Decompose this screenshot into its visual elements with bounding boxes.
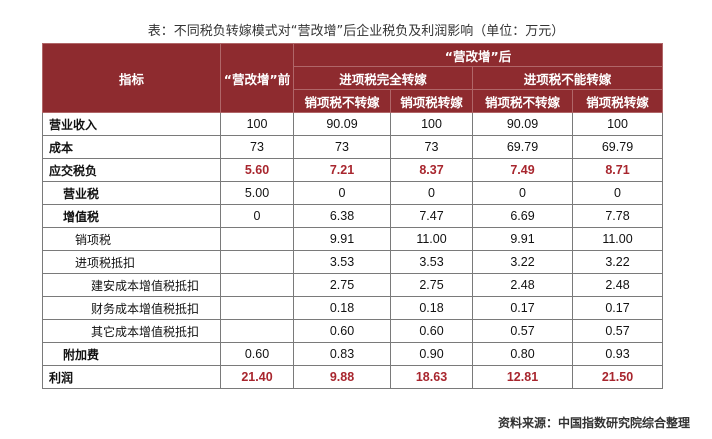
cell: 0.80 <box>472 342 573 366</box>
cell: 9.91 <box>472 227 573 251</box>
cell: 21.50 <box>572 365 663 389</box>
cell: 8.71 <box>572 158 663 182</box>
cell: 100 <box>572 112 663 136</box>
cell <box>220 319 294 343</box>
cell: 3.53 <box>390 250 473 274</box>
cell: 0.83 <box>293 342 391 366</box>
row-label: 附加费 <box>42 342 221 366</box>
cell: 73 <box>220 135 294 159</box>
cell: 0.60 <box>220 342 294 366</box>
cell: 5.00 <box>220 181 294 205</box>
cell: 7.78 <box>572 204 663 228</box>
cell <box>220 296 294 320</box>
header-indicator: 指标 <box>42 43 221 113</box>
cell: 3.22 <box>572 250 663 274</box>
cell: 73 <box>293 135 391 159</box>
cell: 2.48 <box>472 273 573 297</box>
header-sub: 销项税不转嫁 <box>293 89 391 113</box>
header-after: “营改增”后 <box>293 43 663 67</box>
cell: 0.57 <box>572 319 663 343</box>
table-row: 利润 21.40 9.88 18.63 12.81 21.50 <box>42 365 663 389</box>
cell: 11.00 <box>390 227 473 251</box>
cell: 7.21 <box>293 158 391 182</box>
row-label: 成本 <box>42 135 221 159</box>
cell: 69.79 <box>572 135 663 159</box>
cell <box>220 227 294 251</box>
table-row: 建安成本增值税抵扣 2.75 2.75 2.48 2.48 <box>42 273 663 297</box>
cell: 0.93 <box>572 342 663 366</box>
source-note: 资料来源：中国指数研究院综合整理 <box>497 416 690 430</box>
cell: 9.91 <box>293 227 391 251</box>
cell: 100 <box>220 112 294 136</box>
cell: 18.63 <box>390 365 473 389</box>
cell: 9.88 <box>293 365 391 389</box>
cell: 0.57 <box>472 319 573 343</box>
table-row: 应交税负 5.60 7.21 8.37 7.49 8.71 <box>42 158 663 182</box>
cell: 2.75 <box>390 273 473 297</box>
cell: 0 <box>293 181 391 205</box>
cell: 0.60 <box>390 319 473 343</box>
cell: 0.60 <box>293 319 391 343</box>
cell: 3.22 <box>472 250 573 274</box>
row-label: 财务成本增值税抵扣 <box>42 296 221 320</box>
cell: 2.48 <box>572 273 663 297</box>
header-sub: 销项税转嫁 <box>572 89 663 113</box>
cell: 90.09 <box>293 112 391 136</box>
cell: 6.38 <box>293 204 391 228</box>
cell: 73 <box>390 135 473 159</box>
cell: 5.60 <box>220 158 294 182</box>
cell: 6.69 <box>472 204 573 228</box>
table-row: 销项税 9.91 11.00 9.91 11.00 <box>42 227 663 251</box>
header-before: “营改增”前 <box>220 43 294 113</box>
row-label: 进项税抵扣 <box>42 250 221 274</box>
row-label: 增值税 <box>42 204 221 228</box>
cell: 0.18 <box>390 296 473 320</box>
header-group-full-transfer: 进项税完全转嫁 <box>293 66 473 90</box>
cell: 0 <box>220 204 294 228</box>
cell: 0 <box>472 181 573 205</box>
cell: 69.79 <box>472 135 573 159</box>
cell <box>220 273 294 297</box>
table-row: 营业收入 100 90.09 100 90.09 100 <box>42 112 663 136</box>
cell: 90.09 <box>472 112 573 136</box>
row-label: 利润 <box>42 365 221 389</box>
table-row: 进项税抵扣 3.53 3.53 3.22 3.22 <box>42 250 663 274</box>
cell: 100 <box>390 112 473 136</box>
table-row: 财务成本增值税抵扣 0.18 0.18 0.17 0.17 <box>42 296 663 320</box>
row-label: 建安成本增值税抵扣 <box>42 273 221 297</box>
cell: 0.17 <box>472 296 573 320</box>
cell: 7.47 <box>390 204 473 228</box>
cell: 0.18 <box>293 296 391 320</box>
table-row: 其它成本增值税抵扣 0.60 0.60 0.57 0.57 <box>42 319 663 343</box>
cell: 12.81 <box>472 365 573 389</box>
cell <box>220 250 294 274</box>
cell: 11.00 <box>572 227 663 251</box>
cell: 7.49 <box>472 158 573 182</box>
row-label: 营业收入 <box>42 112 221 136</box>
header-sub: 销项税不转嫁 <box>472 89 573 113</box>
table-title: 表：不同税负转嫁模式对“营改增”后企业税负及利润影响（单位：万元） <box>147 24 565 39</box>
table-row: 成本 73 73 73 69.79 69.79 <box>42 135 663 159</box>
row-label: 营业税 <box>42 181 221 205</box>
header-sub: 销项税转嫁 <box>390 89 473 113</box>
cell: 0.17 <box>572 296 663 320</box>
cell: 0 <box>572 181 663 205</box>
table-row: 营业税 5.00 0 0 0 0 <box>42 181 663 205</box>
cell: 8.37 <box>390 158 473 182</box>
cell: 0 <box>390 181 473 205</box>
cell: 21.40 <box>220 365 294 389</box>
row-label: 销项税 <box>42 227 221 251</box>
row-label: 其它成本增值税抵扣 <box>42 319 221 343</box>
tax-profit-table: 指标 “营改增”前 “营改增”后 进项税完全转嫁 进项税不能转嫁 销项税不转嫁 … <box>42 43 663 389</box>
cell: 2.75 <box>293 273 391 297</box>
table-row: 增值税 0 6.38 7.47 6.69 7.78 <box>42 204 663 228</box>
cell: 3.53 <box>293 250 391 274</box>
cell: 0.90 <box>390 342 473 366</box>
table-row: 附加费 0.60 0.83 0.90 0.80 0.93 <box>42 342 663 366</box>
row-label: 应交税负 <box>42 158 221 182</box>
header-group-no-transfer: 进项税不能转嫁 <box>472 66 663 90</box>
